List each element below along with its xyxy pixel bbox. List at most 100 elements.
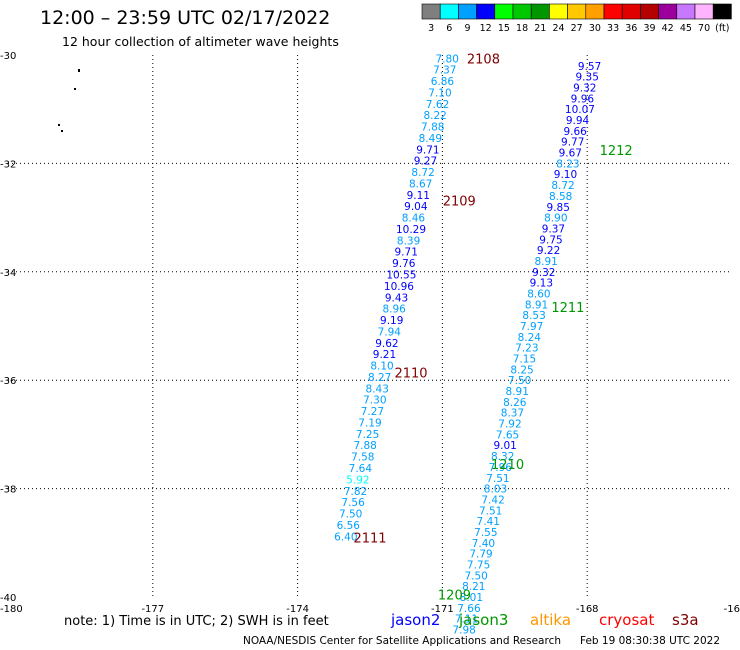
swh-value-label: 8.43	[366, 383, 389, 395]
color-swatch	[494, 3, 514, 20]
color-swatch	[694, 3, 714, 20]
x-tick-label: -177	[141, 604, 164, 615]
swh-value-label: 7.30	[363, 395, 386, 407]
swh-value-label: 7.64	[349, 463, 373, 475]
swh-value-label: 7.11	[455, 614, 478, 626]
swh-value-label: 8.23	[556, 158, 579, 170]
swh-value-label: 7.88	[421, 122, 444, 134]
swh-value-label: 7.50	[464, 570, 487, 582]
color-swatch	[439, 3, 459, 20]
color-swatch	[530, 3, 550, 20]
satellite-legend-jason2: jason2	[390, 611, 440, 629]
swh-value-label: 8.25	[510, 364, 533, 376]
x-tick-label: -180	[0, 604, 23, 615]
swh-value-label: 7.80	[436, 53, 459, 65]
swh-value-label: 7.82	[344, 486, 367, 498]
credit-agency: NOAA/NESDIS Center for Satellite Applica…	[243, 635, 561, 647]
swh-value-label: 8.58	[549, 191, 572, 203]
color-swatch	[512, 3, 532, 20]
swh-value-label: 9.21	[373, 349, 396, 361]
x-tick-label: -171	[431, 604, 454, 615]
swh-value-label: 9.76	[392, 258, 416, 270]
swh-value-label: 7.40	[472, 538, 495, 550]
swh-value-label: 9.66	[563, 126, 587, 138]
swh-value-label: 8.67	[409, 178, 432, 190]
swh-value-label: 8.03	[484, 484, 507, 496]
swh-value-label: 7.66	[457, 603, 481, 615]
swh-value-label: 7.51	[486, 473, 509, 485]
swh-value-label: 8.91	[506, 386, 529, 398]
swh-value-label: 8.27	[368, 372, 391, 384]
swh-value-label: 7.97	[520, 321, 543, 333]
swh-value-label: 7.75	[467, 559, 490, 571]
color-swatch	[676, 3, 696, 20]
swh-value-label: 9.94	[566, 115, 590, 127]
y-tick-label: -30	[0, 51, 16, 62]
swh-value-label: 7.51	[479, 505, 502, 517]
swh-value-label: 10.55	[386, 270, 416, 282]
swh-value-label: 9.43	[385, 292, 408, 304]
pass-time-label: 1209	[438, 588, 471, 603]
satellite-legend-altika: altika	[530, 611, 571, 629]
swh-value-label: 6.56	[337, 520, 361, 532]
swh-value-label: 8.90	[544, 213, 567, 225]
swh-value-label: 7.65	[496, 429, 519, 441]
note-text: note: 1) Time is in UTC; 2) SWH is in fe…	[64, 614, 329, 629]
pass-time-label: 2110	[394, 367, 427, 382]
swh-value-label: 7.98	[452, 625, 475, 637]
pass-time-label: 2109	[443, 194, 476, 209]
swh-value-label: 8.01	[460, 592, 483, 604]
swh-value-label: 7.94	[378, 326, 402, 338]
swh-value-label: 8.26	[503, 397, 527, 409]
swh-value-label: 9.35	[576, 72, 599, 84]
swh-value-label: 8.22	[423, 110, 446, 122]
color-scale-label: 18	[516, 23, 528, 34]
color-scale-label: 70	[698, 23, 710, 34]
grid-lines	[8, 55, 732, 597]
pass-time-label: 2108	[467, 52, 500, 67]
swh-value-label: 9.71	[395, 247, 418, 259]
y-tick-label: -40	[0, 593, 16, 604]
pass-time-label: 2111	[353, 531, 386, 546]
pass-time-label: 1210	[491, 458, 524, 473]
swh-value-label: 10.96	[384, 281, 414, 293]
swh-value-label: 6.86	[431, 76, 455, 88]
x-tick-label: -174	[286, 604, 309, 615]
color-scale-label: 42	[662, 23, 674, 34]
color-swatch	[458, 3, 477, 20]
swh-value-label: 9.32	[532, 267, 555, 279]
swh-value-label: 10.07	[565, 104, 595, 116]
plot-area: -180 -177 -174 -171 -168 -16 -30 -32 -34 -36 -38 -4…	[0, 51, 740, 637]
swh-value-label: 7.88	[353, 440, 376, 452]
swh-value-label: 6.40	[334, 531, 357, 543]
swh-value-label: 8.10	[370, 361, 393, 373]
swh-value-label: 8.32	[491, 451, 514, 463]
swh-value-label: 7.56	[341, 497, 365, 509]
satellite-legend-s3a: s3a	[672, 611, 699, 629]
swh-value-label: 9.67	[559, 148, 582, 160]
x-tick-label: -16	[724, 604, 740, 615]
color-scale-label: 24	[552, 23, 564, 34]
color-swatch	[621, 3, 641, 20]
swh-value-label: 9.10	[554, 169, 577, 181]
color-scale-label: 36	[625, 23, 637, 34]
swh-value-label: 8.46	[402, 213, 426, 225]
swh-value-label: 10.29	[396, 224, 426, 236]
land-specks	[58, 69, 80, 132]
swh-value-label: 7.96	[489, 462, 513, 474]
swh-value-label: 7.41	[477, 516, 500, 528]
swh-value-label: 9.27	[414, 156, 437, 168]
swh-value-label: 8.39	[397, 235, 420, 247]
swh-value-label: 7.79	[469, 549, 492, 561]
swh-value-label: 7.27	[361, 406, 384, 418]
credit-timestamp: Feb 19 08:30:38 UTC 2022	[580, 635, 720, 647]
swh-value-label: 7.55	[474, 527, 497, 539]
color-swatch	[640, 3, 659, 20]
swh-value-label: 9.57	[578, 61, 601, 73]
swh-value-label: 8.21	[462, 581, 485, 593]
color-scale-label: 15	[498, 23, 510, 34]
y-tick-label: -32	[0, 159, 16, 170]
swh-values: 7.807.376.867.107.628.227.888.499.719.27…	[334, 52, 633, 636]
swh-value-label: 9.13	[530, 278, 553, 290]
